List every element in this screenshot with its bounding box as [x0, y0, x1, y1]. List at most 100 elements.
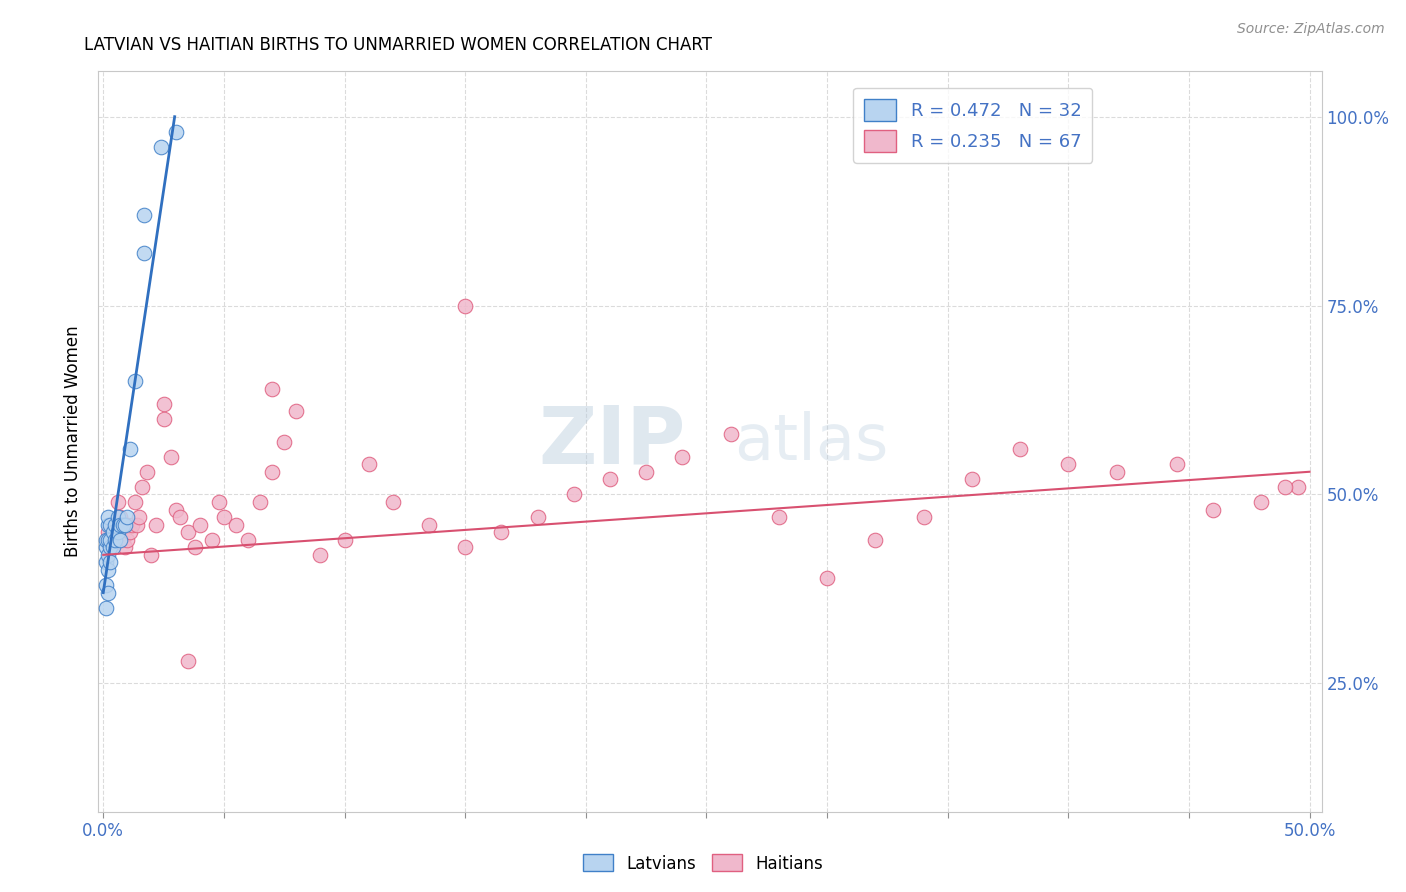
Point: [236, 533, 259, 547]
Point: [262, 465, 284, 479]
Point: [114, 517, 136, 532]
Point: [135, 465, 157, 479]
Point: [152, 397, 174, 411]
Point: [636, 465, 658, 479]
Point: [108, 533, 131, 547]
Point: [97, 533, 120, 547]
Point: [121, 517, 143, 532]
Point: [111, 533, 134, 547]
Point: [1010, 442, 1032, 456]
Point: [108, 510, 131, 524]
Point: [165, 502, 187, 516]
Point: [1286, 480, 1309, 494]
Point: [131, 480, 153, 494]
Point: [124, 495, 146, 509]
Point: [94, 556, 117, 570]
Point: [94, 600, 117, 615]
Point: [309, 548, 332, 562]
Point: [262, 382, 284, 396]
Point: [97, 510, 120, 524]
Point: [101, 525, 124, 540]
Point: [273, 434, 295, 449]
Point: [815, 570, 838, 584]
Point: [768, 510, 790, 524]
Point: [912, 510, 935, 524]
Point: [671, 450, 693, 464]
Legend: R = 0.472   N = 32, R = 0.235   N = 67: R = 0.472 N = 32, R = 0.235 N = 67: [853, 87, 1092, 162]
Point: [381, 495, 404, 509]
Point: [108, 517, 131, 532]
Point: [865, 533, 887, 547]
Point: [104, 533, 127, 547]
Point: [285, 404, 308, 418]
Point: [94, 578, 117, 592]
Point: [1105, 465, 1128, 479]
Point: [176, 525, 198, 540]
Y-axis label: Births to Unmarried Women: Births to Unmarried Women: [65, 326, 83, 558]
Point: [960, 472, 983, 486]
Point: [201, 533, 224, 547]
Point: [333, 533, 356, 547]
Point: [159, 450, 181, 464]
Point: [100, 541, 122, 555]
Text: atlas: atlas: [734, 410, 889, 473]
Point: [184, 541, 207, 555]
Point: [1274, 480, 1296, 494]
Point: [418, 517, 440, 532]
Point: [97, 517, 120, 532]
Point: [97, 585, 120, 599]
Point: [100, 533, 122, 547]
Point: [720, 427, 742, 442]
Point: [117, 533, 139, 547]
Point: [454, 541, 477, 555]
Point: [100, 517, 122, 532]
Point: [101, 541, 124, 555]
Point: [101, 533, 124, 547]
Point: [107, 495, 129, 509]
Point: [176, 654, 198, 668]
Point: [491, 525, 513, 540]
Point: [101, 517, 124, 532]
Point: [117, 510, 139, 524]
Point: [208, 495, 231, 509]
Point: [118, 525, 141, 540]
Point: [134, 208, 156, 222]
Point: [125, 517, 148, 532]
Legend: Latvians, Haitians: Latvians, Haitians: [576, 847, 830, 880]
Point: [104, 517, 127, 532]
Point: [454, 299, 477, 313]
Text: Source: ZipAtlas.com: Source: ZipAtlas.com: [1237, 22, 1385, 37]
Point: [152, 412, 174, 426]
Point: [1057, 457, 1080, 471]
Point: [165, 125, 187, 139]
Point: [562, 487, 585, 501]
Point: [97, 525, 120, 540]
Text: LATVIAN VS HAITIAN BIRTHS TO UNMARRIED WOMEN CORRELATION CHART: LATVIAN VS HAITIAN BIRTHS TO UNMARRIED W…: [84, 36, 713, 54]
Point: [100, 541, 122, 555]
Point: [124, 374, 146, 388]
Point: [100, 556, 122, 570]
Point: [97, 533, 120, 547]
Point: [357, 457, 380, 471]
Point: [145, 517, 167, 532]
Point: [141, 548, 163, 562]
Point: [111, 517, 134, 532]
Point: [1202, 502, 1225, 516]
Point: [1250, 495, 1272, 509]
Point: [212, 510, 235, 524]
Point: [117, 517, 139, 532]
Text: ZIP: ZIP: [538, 402, 686, 481]
Point: [169, 510, 191, 524]
Point: [128, 510, 150, 524]
Point: [150, 140, 173, 154]
Point: [134, 245, 156, 260]
Point: [118, 442, 141, 456]
Point: [107, 510, 129, 524]
Point: [526, 510, 548, 524]
Point: [94, 541, 117, 555]
Point: [97, 548, 120, 562]
Point: [107, 525, 129, 540]
Point: [599, 472, 621, 486]
Point: [94, 533, 117, 547]
Point: [104, 517, 127, 532]
